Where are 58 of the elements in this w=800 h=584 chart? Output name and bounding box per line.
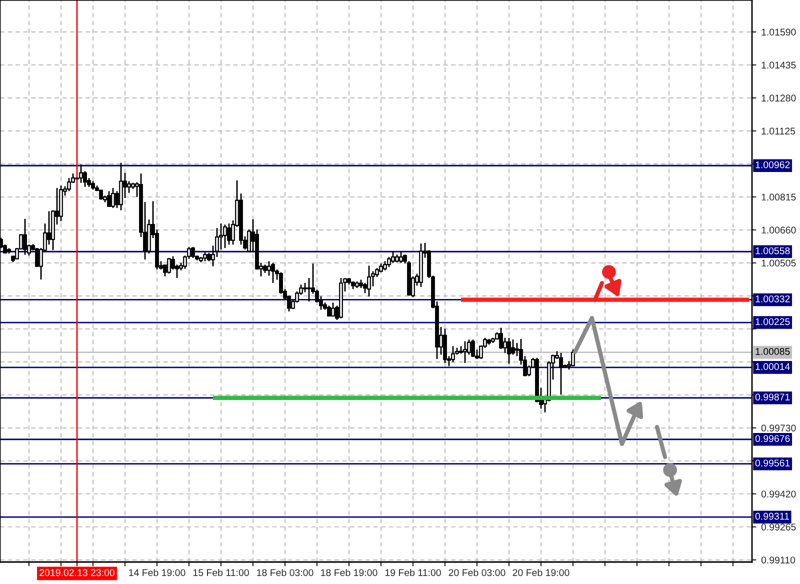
x-tick-label: 20 Feb 03:00 bbox=[448, 568, 506, 576]
candlestick bbox=[391, 250, 395, 264]
y-tick-label: 0.99420 bbox=[761, 490, 796, 498]
x-tick-label: 19 Feb 11:00 bbox=[385, 568, 441, 576]
candlestick bbox=[107, 190, 111, 208]
candlestick bbox=[451, 345, 455, 364]
ref-line-label: 1.00558 bbox=[756, 247, 790, 254]
x-tick-label: 20 Feb 19:00 bbox=[512, 568, 570, 576]
y-tick-label: 0.99110 bbox=[761, 556, 796, 564]
candlestick bbox=[271, 262, 275, 284]
candlestick bbox=[227, 222, 231, 246]
candlestick bbox=[127, 180, 131, 194]
ref-line-label: 0.99871 bbox=[755, 394, 790, 400]
ref-line-label: 1.00085 bbox=[756, 348, 790, 355]
candlestick bbox=[559, 352, 563, 396]
y-tick-label: 1.00505 bbox=[762, 260, 796, 267]
candlestick bbox=[191, 246, 195, 259]
candlestick bbox=[507, 337, 511, 364]
y-tick-label: 0.99265 bbox=[761, 524, 796, 530]
candlestick bbox=[499, 327, 503, 350]
ref-line-label: 1.00225 bbox=[756, 318, 790, 326]
x-tick-label: 14 Feb 19:00 bbox=[129, 568, 186, 576]
candlestick bbox=[223, 224, 227, 249]
ref-line-label: 0.99676 bbox=[755, 435, 790, 442]
candlestick bbox=[503, 337, 507, 354]
candlestick bbox=[471, 338, 475, 358]
y-tick-label: 0.99730 bbox=[761, 424, 796, 432]
candlestick bbox=[79, 164, 83, 184]
x-tick-label: 15 Feb 11:00 bbox=[193, 568, 249, 576]
candlestick bbox=[303, 282, 307, 293]
candlestick bbox=[307, 277, 311, 302]
ref-line-label: 1.00014 bbox=[756, 363, 790, 370]
candlestick bbox=[383, 260, 387, 272]
candlestick bbox=[267, 260, 271, 276]
x-tick-label: 18 Feb 03:00 bbox=[257, 568, 314, 576]
candlestick bbox=[67, 177, 71, 192]
x-tick-label: 18 Feb 19:00 bbox=[321, 568, 378, 576]
candlestick bbox=[119, 162, 123, 212]
candlestick bbox=[111, 187, 115, 209]
y-tick-label: 1.01280 bbox=[762, 94, 796, 102]
y-tick-label: 1.01590 bbox=[762, 28, 796, 36]
y-tick-label: 1.00815 bbox=[762, 194, 796, 201]
ref-line-label: 0.99311 bbox=[755, 512, 789, 520]
y-tick-label: 1.01125 bbox=[762, 128, 796, 135]
candlestick bbox=[367, 264, 371, 298]
candlestick bbox=[511, 338, 515, 356]
x-tick-label: 2019.02.13 23:00 bbox=[40, 569, 114, 576]
y-tick-label: 1.01435 bbox=[762, 62, 796, 69]
ref-line-label: 1.00962 bbox=[756, 161, 790, 168]
y-tick-label: 1.00660 bbox=[762, 226, 796, 234]
ref-line-label: 1.00332 bbox=[756, 295, 790, 302]
candlestick bbox=[23, 218, 27, 256]
candlestick bbox=[167, 257, 171, 274]
candlestick bbox=[331, 302, 335, 318]
candlestick bbox=[399, 250, 403, 264]
candlestick bbox=[571, 348, 575, 367]
candlestick bbox=[463, 340, 467, 364]
ref-line-label: 0.99561 bbox=[755, 460, 790, 466]
